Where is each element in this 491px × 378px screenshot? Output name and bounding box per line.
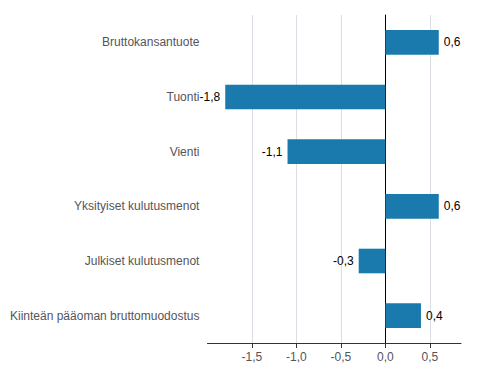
svg-text:0,6: 0,6	[444, 199, 461, 213]
svg-text:Kiinteän pääoman bruttomuodost: Kiinteän pääoman bruttomuodostus	[10, 309, 199, 323]
svg-text:Vienti: Vienti	[170, 145, 200, 159]
svg-text:0,4: 0,4	[426, 309, 443, 323]
svg-text:-0,3: -0,3	[333, 254, 354, 268]
svg-text:-1,5: -1,5	[242, 350, 263, 364]
svg-text:0,0: 0,0	[377, 350, 394, 364]
svg-text:-1,1: -1,1	[262, 145, 283, 159]
svg-text:-0,5: -0,5	[331, 350, 352, 364]
svg-text:-1,8: -1,8	[200, 90, 221, 104]
svg-text:0,5: 0,5	[422, 350, 439, 364]
svg-text:0,6: 0,6	[444, 35, 461, 49]
svg-text:Julkiset kulutusmenot: Julkiset kulutusmenot	[85, 254, 200, 268]
svg-text:-1,0: -1,0	[286, 350, 307, 364]
svg-text:Tuonti: Tuonti	[167, 90, 200, 104]
svg-text:Bruttokansantuote: Bruttokansantuote	[102, 35, 200, 49]
svg-text:Yksityiset kulutusmenot: Yksityiset kulutusmenot	[74, 199, 200, 213]
